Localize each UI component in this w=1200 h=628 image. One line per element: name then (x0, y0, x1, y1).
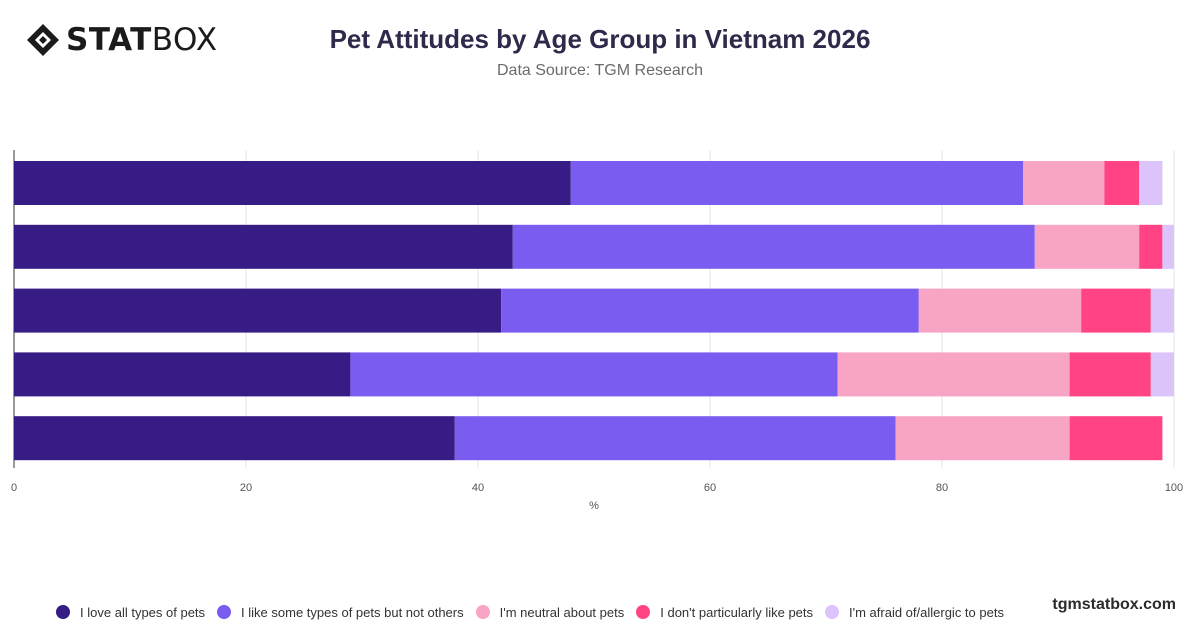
legend-label: I love all types of pets (80, 604, 206, 620)
legend-swatch (636, 605, 651, 619)
x-axis-label: % (589, 500, 599, 512)
statbox-logo: STATBOX (26, 22, 218, 58)
legend-swatch (56, 605, 71, 619)
chart-legend: I love all types of pets I like some type… (0, 600, 1200, 624)
legend-item[interactable]: I don't particularly like pets (636, 605, 813, 620)
bar-segment[interactable] (570, 161, 1024, 205)
legend-item[interactable]: I'm afraid of/allergic to pets (825, 605, 1004, 620)
bar-segment[interactable] (14, 416, 455, 461)
x-tick-label: 60 (704, 482, 716, 494)
bar-segment[interactable] (1069, 416, 1163, 461)
bar-segment[interactable] (1081, 288, 1151, 333)
legend-swatch (475, 605, 490, 619)
bar-segment[interactable] (14, 224, 513, 269)
legend-label: I like some types of pets but not others (241, 604, 464, 620)
bar-segment[interactable] (1034, 224, 1140, 269)
legend-swatch (217, 605, 232, 619)
bar-segment[interactable] (501, 288, 919, 333)
legend-item[interactable]: I love all types of pets (56, 605, 205, 620)
legend-label: I'm neutral about pets (499, 604, 625, 620)
legend-label: I don't particularly like pets (660, 604, 814, 620)
bar-segment[interactable] (1150, 352, 1174, 397)
bar-segment[interactable] (895, 416, 1070, 461)
legend-item[interactable]: I'm neutral about pets (475, 604, 625, 620)
legend-swatch (825, 605, 840, 619)
chart-title: Pet Attitudes by Age Group in Vietnam 20… (329, 24, 871, 54)
bar-segment[interactable] (14, 352, 351, 397)
bar-segment[interactable] (512, 224, 1035, 269)
x-tick-label: 100 (1165, 482, 1183, 494)
logo-text-light: BOX (151, 22, 218, 58)
bar-segment[interactable] (1150, 288, 1174, 333)
x-tick-label: 20 (240, 482, 252, 494)
legend-label: I'm afraid of/allergic to pets (849, 604, 1004, 620)
legend-item[interactable]: I like some types of pets but not others (217, 605, 464, 620)
bar-segment[interactable] (837, 352, 1070, 397)
bar-segment[interactable] (14, 288, 502, 333)
chart-subtitle: Data Source: TGM Research (496, 62, 703, 79)
bar-segment[interactable] (1069, 352, 1151, 397)
bar-segment[interactable] (1023, 161, 1105, 205)
bar-segment[interactable] (1162, 224, 1174, 269)
bar-segment[interactable] (1104, 161, 1140, 205)
x-tick-label: 40 (472, 482, 484, 494)
x-tick-label: 80 (936, 482, 948, 494)
bar-segment[interactable] (1139, 161, 1163, 205)
bar-segment[interactable] (918, 288, 1082, 333)
bar-segment[interactable] (14, 161, 571, 205)
diamond-logo-icon (27, 24, 59, 56)
logo-wordmark: STATBOX (66, 22, 218, 58)
bar-segment[interactable] (1139, 224, 1163, 269)
logo-text-bold: STAT (66, 22, 152, 58)
bar-segment[interactable] (454, 416, 896, 461)
x-tick-label: 0 (11, 482, 17, 494)
watermark: tgmstatbox.com (1052, 596, 1176, 613)
bar-segment[interactable] (350, 352, 838, 397)
